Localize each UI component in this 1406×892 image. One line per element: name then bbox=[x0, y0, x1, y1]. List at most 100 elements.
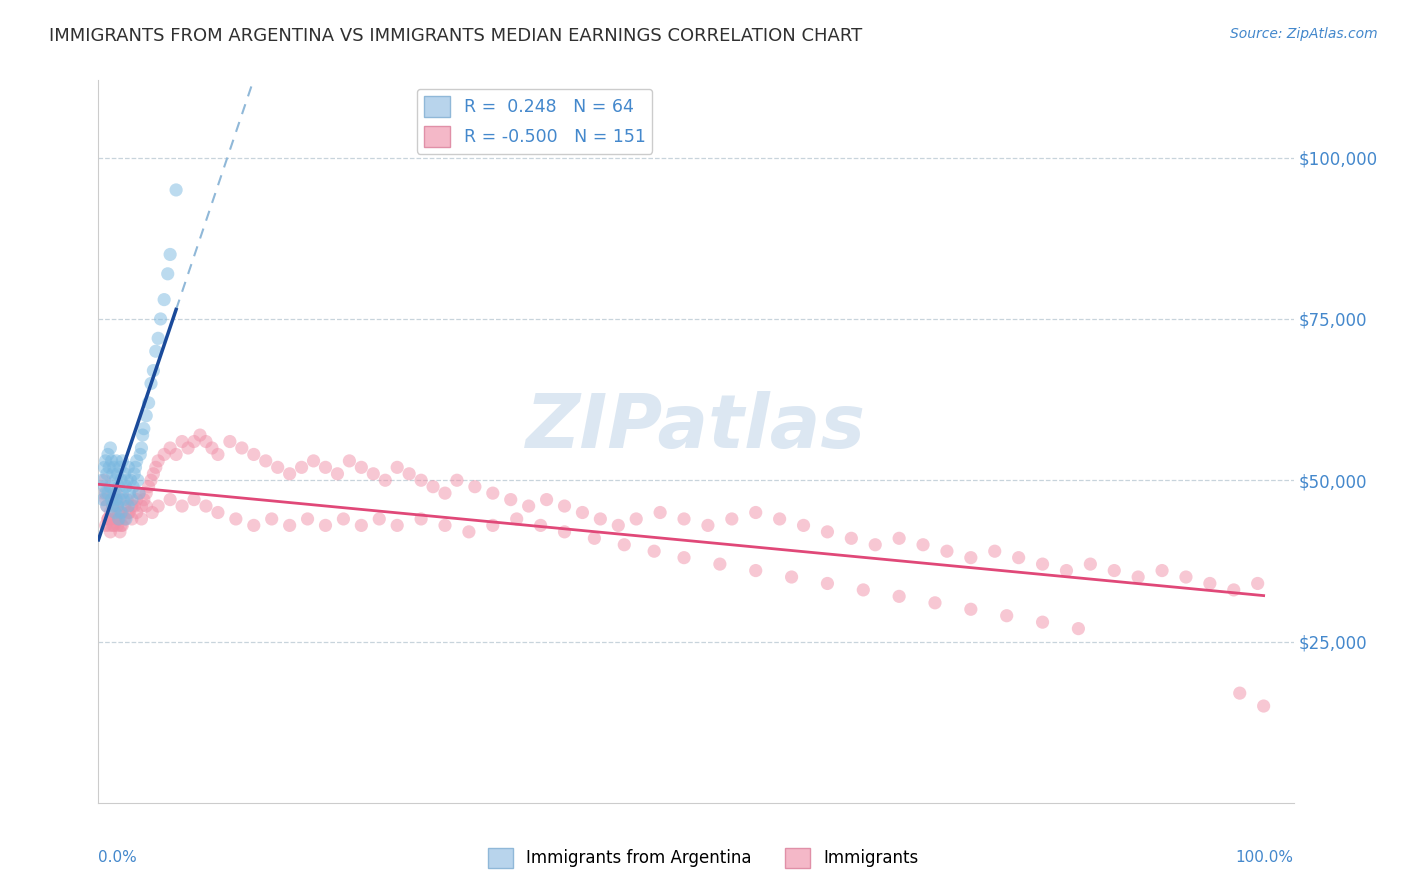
Point bbox=[122, 480, 145, 494]
Point bbox=[643, 544, 665, 558]
Point bbox=[111, 454, 134, 468]
Point bbox=[97, 486, 120, 500]
Point bbox=[128, 486, 150, 500]
Point bbox=[100, 492, 122, 507]
Point bbox=[148, 499, 170, 513]
Point bbox=[128, 486, 150, 500]
Point bbox=[865, 538, 887, 552]
Point bbox=[97, 512, 120, 526]
Point bbox=[105, 492, 128, 507]
Point bbox=[195, 434, 218, 449]
Point bbox=[115, 512, 138, 526]
Point bbox=[125, 492, 148, 507]
Point bbox=[153, 293, 176, 307]
Point bbox=[145, 460, 167, 475]
Point bbox=[111, 518, 134, 533]
Point bbox=[1253, 699, 1275, 714]
Point bbox=[145, 344, 167, 359]
Point bbox=[960, 602, 983, 616]
Point bbox=[105, 454, 128, 468]
Point bbox=[385, 460, 409, 475]
Point bbox=[374, 473, 396, 487]
Point bbox=[114, 512, 136, 526]
Point bbox=[1199, 576, 1222, 591]
Point bbox=[117, 499, 139, 513]
Point bbox=[924, 596, 946, 610]
Point bbox=[363, 467, 385, 481]
Point bbox=[124, 499, 146, 513]
Point bbox=[159, 492, 181, 507]
Text: 100.0%: 100.0% bbox=[1236, 850, 1294, 864]
Point bbox=[350, 460, 373, 475]
Point bbox=[673, 550, 696, 565]
Point bbox=[411, 473, 433, 487]
Point bbox=[984, 544, 1007, 558]
Point bbox=[458, 524, 481, 539]
Text: IMMIGRANTS FROM ARGENTINA VS IMMIGRANTS MEDIAN EARNINGS CORRELATION CHART: IMMIGRANTS FROM ARGENTINA VS IMMIGRANTS … bbox=[49, 27, 862, 45]
Point bbox=[243, 447, 266, 461]
Point bbox=[709, 557, 731, 571]
Point bbox=[141, 506, 163, 520]
Point bbox=[697, 518, 720, 533]
Point bbox=[135, 486, 157, 500]
Point bbox=[422, 480, 444, 494]
Point bbox=[115, 492, 138, 507]
Point bbox=[536, 492, 558, 507]
Point bbox=[142, 467, 165, 481]
Point bbox=[110, 518, 132, 533]
Point bbox=[936, 544, 959, 558]
Point bbox=[142, 363, 165, 377]
Point bbox=[135, 499, 157, 513]
Point bbox=[768, 512, 790, 526]
Point bbox=[889, 531, 911, 545]
Point bbox=[499, 492, 522, 507]
Point bbox=[132, 422, 155, 436]
Point bbox=[100, 454, 122, 468]
Point bbox=[411, 512, 433, 526]
Point bbox=[115, 473, 138, 487]
Point bbox=[125, 506, 148, 520]
Point bbox=[165, 183, 187, 197]
Point bbox=[464, 480, 486, 494]
Legend: Immigrants from Argentina, Immigrants: Immigrants from Argentina, Immigrants bbox=[481, 841, 925, 875]
Point bbox=[107, 506, 129, 520]
Point bbox=[91, 473, 114, 487]
Point bbox=[225, 512, 247, 526]
Point bbox=[183, 434, 205, 449]
Point bbox=[172, 499, 194, 513]
Point bbox=[98, 480, 122, 494]
Point bbox=[339, 454, 361, 468]
Point bbox=[103, 460, 125, 475]
Point bbox=[1104, 564, 1126, 578]
Point bbox=[780, 570, 803, 584]
Point bbox=[93, 480, 115, 494]
Point bbox=[129, 447, 152, 461]
Point bbox=[91, 486, 114, 500]
Point bbox=[107, 467, 129, 481]
Point bbox=[530, 518, 553, 533]
Point bbox=[278, 467, 301, 481]
Point bbox=[104, 492, 127, 507]
Point bbox=[96, 499, 118, 513]
Point bbox=[104, 506, 127, 520]
Point bbox=[254, 454, 277, 468]
Point bbox=[1067, 622, 1090, 636]
Point bbox=[911, 538, 934, 552]
Point bbox=[554, 499, 576, 513]
Point bbox=[138, 396, 160, 410]
Point bbox=[745, 564, 768, 578]
Point bbox=[571, 506, 593, 520]
Point bbox=[94, 454, 117, 468]
Point bbox=[101, 467, 124, 481]
Point bbox=[132, 492, 155, 507]
Point bbox=[148, 454, 170, 468]
Point bbox=[94, 518, 117, 533]
Point bbox=[1152, 564, 1174, 578]
Point bbox=[1128, 570, 1150, 584]
Point bbox=[96, 467, 118, 481]
Point bbox=[105, 486, 128, 500]
Point bbox=[135, 409, 157, 423]
Point bbox=[583, 531, 606, 545]
Point bbox=[1229, 686, 1251, 700]
Point bbox=[98, 441, 122, 455]
